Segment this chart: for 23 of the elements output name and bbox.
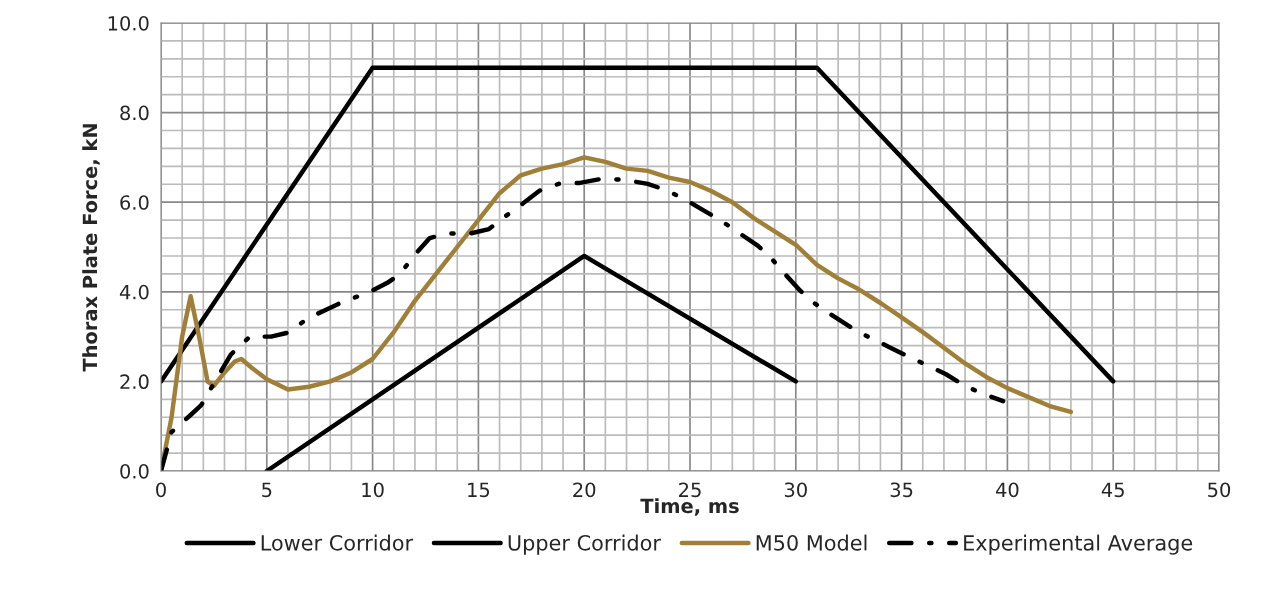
y-tick-label: 8.0: [120, 105, 149, 121]
y-axis-title: Thorax Plate Force, kN: [82, 124, 100, 372]
x-tick-label: 25: [679, 482, 701, 498]
y-tick-label: 0.0: [120, 463, 149, 479]
x-tick-label: 15: [468, 482, 490, 498]
legend-label: Experimental Average: [964, 534, 1193, 555]
x-tick-label: 35: [890, 482, 913, 498]
x-tick-label: 45: [1101, 482, 1124, 498]
legend-label: Lower Corridor: [261, 534, 414, 551]
y-tick-label: 2.0: [120, 374, 149, 390]
x-tick-label: 5: [262, 482, 272, 498]
y-tick-label: 4.0: [119, 284, 149, 300]
legend-label: Upper Corridor: [508, 534, 661, 555]
x-tick-label: 20: [573, 482, 596, 498]
x-tick-label: 10: [362, 482, 384, 498]
y-tick-label: 6.0: [120, 195, 149, 210]
x-tick-label: 30: [784, 482, 807, 498]
legend-label: M50 Model: [756, 534, 867, 551]
x-tick-label: 40: [995, 482, 1019, 498]
y-tick-label: 10.0: [108, 15, 149, 31]
x-tick-label: 0: [156, 482, 166, 498]
x-axis-title: Time, ms: [640, 498, 739, 516]
x-tick-label: 50: [1208, 482, 1231, 498]
